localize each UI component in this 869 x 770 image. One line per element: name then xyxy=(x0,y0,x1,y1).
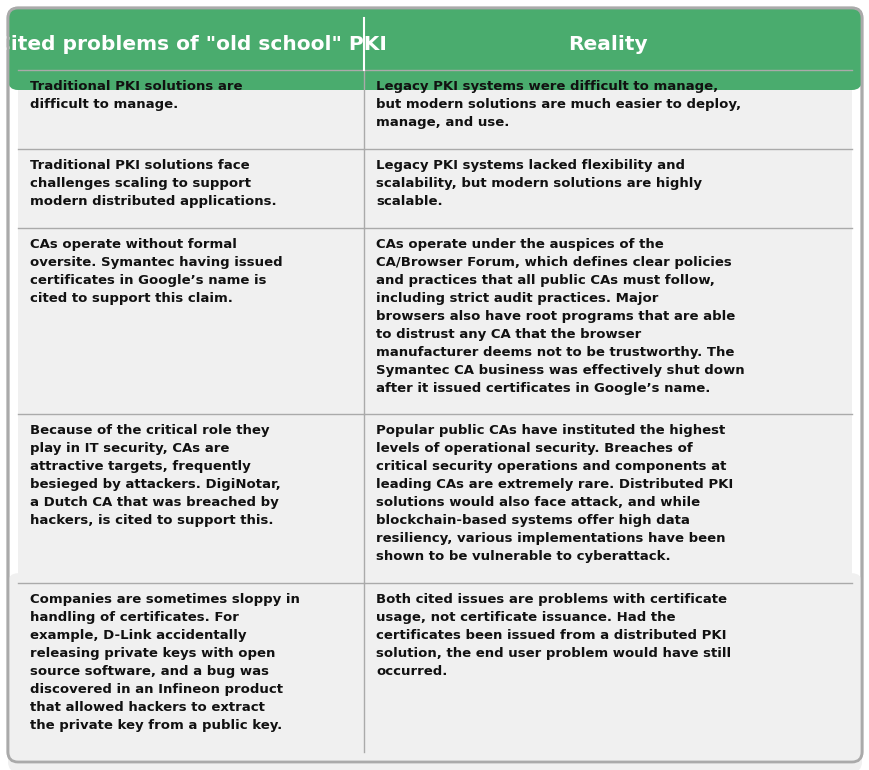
FancyBboxPatch shape xyxy=(8,8,861,90)
Bar xyxy=(18,414,851,583)
FancyBboxPatch shape xyxy=(8,573,861,770)
Text: Companies are sometimes sloppy in
handling of certificates. For
example, D-Link : Companies are sometimes sloppy in handli… xyxy=(30,593,300,732)
Text: Traditional PKI solutions face
challenges scaling to support
modern distributed : Traditional PKI solutions face challenge… xyxy=(30,159,276,208)
Text: Traditional PKI solutions are
difficult to manage.: Traditional PKI solutions are difficult … xyxy=(30,80,242,111)
Bar xyxy=(18,583,851,593)
Bar xyxy=(18,149,851,228)
Text: Legacy PKI systems were difficult to manage,
but modern solutions are much easie: Legacy PKI systems were difficult to man… xyxy=(375,80,740,129)
Text: Because of the critical role they
play in IT security, CAs are
attractive target: Because of the critical role they play i… xyxy=(30,424,281,527)
Text: Legacy PKI systems lacked flexibility and
scalability, but modern solutions are : Legacy PKI systems lacked flexibility an… xyxy=(375,159,701,208)
Text: CAs operate under the auspices of the
CA/Browser Forum, which defines clear poli: CAs operate under the auspices of the CA… xyxy=(375,238,744,394)
Text: Both cited issues are problems with certificate
usage, not certificate issuance.: Both cited issues are problems with cert… xyxy=(375,593,730,678)
Text: Popular public CAs have instituted the highest
levels of operational security. B: Popular public CAs have instituted the h… xyxy=(375,424,733,564)
Bar xyxy=(18,60,851,72)
Bar xyxy=(18,70,851,149)
Text: Reality: Reality xyxy=(567,35,647,53)
Bar xyxy=(18,228,851,414)
Text: Cited problems of "old school" PKI: Cited problems of "old school" PKI xyxy=(0,35,386,53)
FancyBboxPatch shape xyxy=(8,8,861,762)
Text: CAs operate without formal
oversite. Symantec having issued
certificates in Goog: CAs operate without formal oversite. Sym… xyxy=(30,238,282,305)
